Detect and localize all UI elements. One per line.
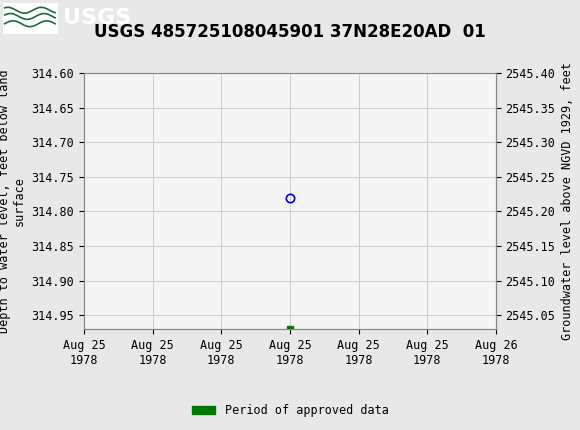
Text: USGS: USGS [63,8,131,28]
Bar [3,3,58,34]
Text: USGS 485725108045901 37N28E20AD  01: USGS 485725108045901 37N28E20AD 01 [94,23,486,41]
Y-axis label: Depth to water level, feet below land
surface: Depth to water level, feet below land su… [0,69,26,333]
Y-axis label: Groundwater level above NGVD 1929, feet: Groundwater level above NGVD 1929, feet [561,62,574,340]
Legend: Period of approved data: Period of approved data [187,399,393,422]
